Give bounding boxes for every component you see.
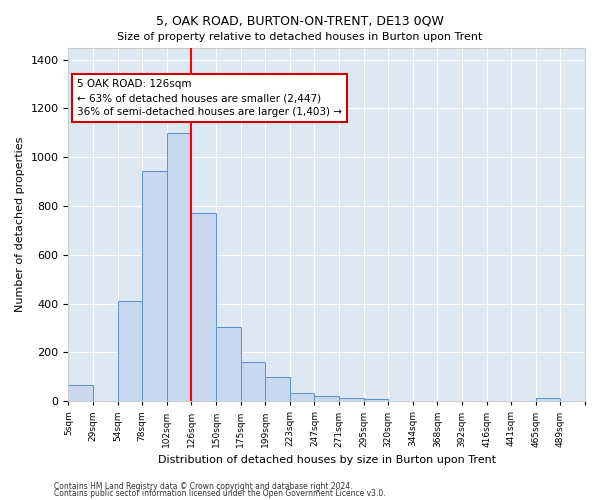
Y-axis label: Number of detached properties: Number of detached properties — [15, 136, 25, 312]
Bar — [216, 327, 241, 402]
Bar — [68, 386, 93, 402]
Text: 5 OAK ROAD: 126sqm
← 63% of detached houses are smaller (2,447)
36% of semi-deta: 5 OAK ROAD: 126sqm ← 63% of detached hou… — [77, 79, 342, 117]
Bar — [536, 398, 560, 402]
Text: Contains HM Land Registry data © Crown copyright and database right 2024.: Contains HM Land Registry data © Crown c… — [54, 482, 353, 491]
Bar — [314, 396, 339, 402]
Text: Contains public sector information licensed under the Open Government Licence v3: Contains public sector information licen… — [54, 489, 386, 498]
Bar — [241, 362, 265, 402]
Bar — [339, 398, 364, 402]
Bar — [142, 170, 167, 402]
Bar — [191, 214, 216, 402]
Bar — [290, 392, 314, 402]
Text: 5, OAK ROAD, BURTON-ON-TRENT, DE13 0QW: 5, OAK ROAD, BURTON-ON-TRENT, DE13 0QW — [156, 15, 444, 28]
Bar — [364, 399, 388, 402]
Bar — [118, 301, 142, 402]
Bar — [167, 133, 191, 402]
Bar — [265, 377, 290, 402]
Text: Size of property relative to detached houses in Burton upon Trent: Size of property relative to detached ho… — [118, 32, 482, 42]
X-axis label: Distribution of detached houses by size in Burton upon Trent: Distribution of detached houses by size … — [158, 455, 496, 465]
